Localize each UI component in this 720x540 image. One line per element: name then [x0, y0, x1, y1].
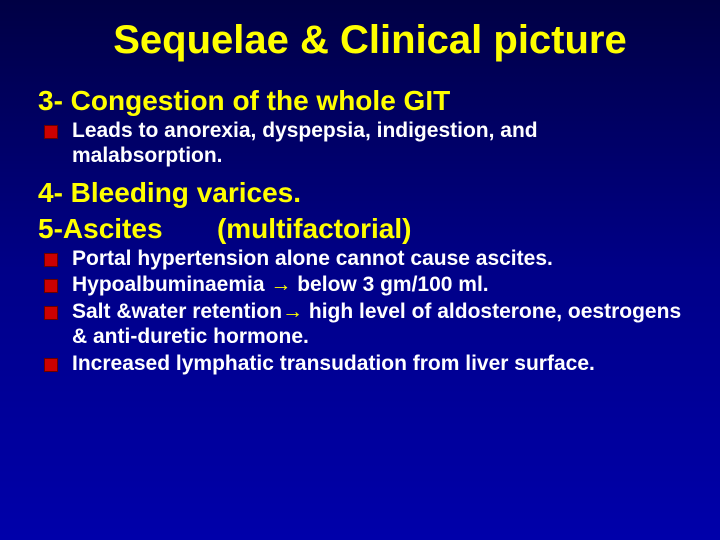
bullet-text-post: below 3 gm/100 ml.	[291, 273, 488, 296]
bullet-text-pre: Hypoalbuminaemia	[72, 273, 270, 296]
bullet-text: Portal hypertension alone cannot cause a…	[72, 247, 553, 270]
bullet-text: Increased lymphatic transudation from li…	[72, 352, 595, 375]
section-heading-5: 5-Ascites (multifactorial)	[38, 213, 682, 245]
list-item: Salt &water retention→ high level of ald…	[66, 300, 682, 350]
slide: Sequelae & Clinical picture 3- Congestio…	[0, 0, 720, 404]
section-heading-4: 4- Bleeding varices.	[38, 177, 682, 209]
bullet-list-2: Portal hypertension alone cannot cause a…	[38, 247, 682, 377]
list-item: Hypoalbuminaemia → below 3 gm/100 ml.	[66, 273, 682, 298]
slide-title: Sequelae & Clinical picture	[58, 18, 682, 63]
arrow-icon: →	[282, 300, 303, 323]
list-item: Leads to anorexia, dyspepsia, indigestio…	[66, 119, 682, 169]
bullet-text-pre: Salt &water retention	[72, 300, 282, 323]
list-item: Increased lymphatic transudation from li…	[66, 352, 682, 377]
list-item: Portal hypertension alone cannot cause a…	[66, 247, 682, 272]
bullet-list-1: Leads to anorexia, dyspepsia, indigestio…	[38, 119, 682, 169]
section-heading-3: 3- Congestion of the whole GIT	[38, 85, 682, 117]
arrow-icon: →	[270, 273, 291, 296]
